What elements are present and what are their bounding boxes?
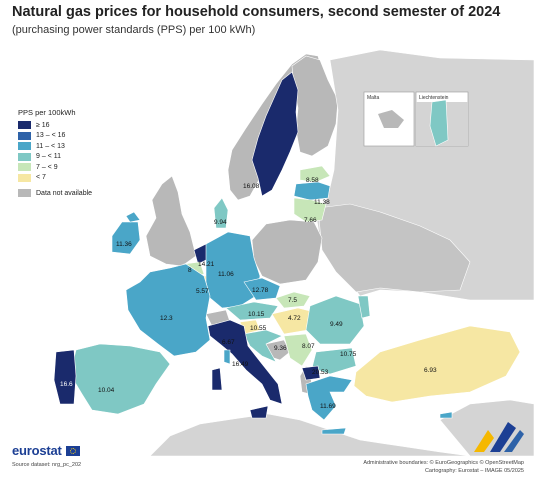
- credit-cartography: Cartography: Eurostat – IMAGE 05/2025: [424, 468, 524, 474]
- label-italy: 16.49: [232, 361, 249, 368]
- region-sicily: [249, 405, 269, 419]
- label-denmark: 9.94: [214, 219, 227, 226]
- inset-liechtenstein-label: Liechtenstein: [419, 95, 449, 101]
- credit-boundaries: Administrative boundaries: © EuroGeograp…: [363, 460, 524, 466]
- region-corsica: [223, 349, 231, 365]
- label-slovenia: 6.67: [222, 339, 235, 346]
- region-austria: [225, 301, 279, 321]
- label-austria: 10.15: [248, 311, 265, 318]
- label-sweden: 16.08: [243, 183, 260, 190]
- label-spain: 10.04: [98, 387, 115, 394]
- legend-swatch: [18, 142, 31, 151]
- inset-malta: Malta: [363, 91, 415, 147]
- region-moldova: [357, 295, 371, 319]
- map-title: Natural gas prices for household consume…: [12, 4, 501, 20]
- region-cyprus: [439, 411, 453, 419]
- region-middle-east: [439, 399, 534, 456]
- region-germany: [205, 231, 261, 309]
- label-netherlands: 14.21: [198, 261, 215, 268]
- label-germany: 11.06: [218, 271, 234, 278]
- legend-label: ≥ 16: [36, 121, 50, 129]
- map-subtitle: (purchasing power standards (PPS) per 10…: [12, 24, 256, 36]
- region-poland: [251, 219, 323, 285]
- region-croatia: [243, 329, 283, 363]
- region-denmark: [213, 197, 229, 229]
- legend-swatch: [18, 131, 31, 140]
- legend-label: < 7: [36, 174, 46, 182]
- region-greece: [305, 375, 353, 421]
- region-northern-ireland: [125, 211, 141, 223]
- legend-item-na: Data not available: [18, 188, 92, 199]
- label-slovakia: 7.5: [288, 297, 297, 304]
- legend-label: 9 – < 11: [36, 153, 61, 161]
- region-finland: [291, 55, 339, 157]
- label-lithuania-low: 7.66: [304, 217, 317, 224]
- legend-label: 13 – < 16: [36, 132, 66, 140]
- label-lithuania: 11.38: [314, 199, 330, 206]
- region-crete: [321, 427, 347, 435]
- region-turkey: [353, 325, 521, 403]
- inset-malta-label: Malta: [367, 95, 379, 101]
- legend-item: 7 – < 9: [18, 162, 92, 173]
- legend-label: Data not available: [36, 189, 93, 197]
- legend-item: 9 – < 11: [18, 152, 92, 163]
- region-north-africa: [149, 413, 471, 456]
- source-text: Source dataset: nrg_pc_202: [12, 462, 82, 468]
- label-latvia: 8.58: [306, 177, 319, 184]
- label-turkey: 6.93: [424, 367, 437, 374]
- legend-title: PPS per 100kWh: [18, 108, 76, 117]
- region-lithuania: [293, 197, 327, 223]
- region-spain: [69, 343, 171, 415]
- map-svg: Malta Liechtenstein 16.08 8.58 11.38 7.6…: [0, 38, 534, 456]
- eu-flag-icon: [66, 446, 80, 456]
- label-romania: 9.49: [330, 321, 343, 328]
- legend-item: 13 – < 16: [18, 131, 92, 142]
- europe-map: Malta Liechtenstein 16.08 8.58 11.38 7.6…: [0, 38, 534, 456]
- region-portugal: [53, 349, 77, 405]
- credits: Administrative boundaries: © EuroGeograp…: [363, 459, 524, 475]
- legend-label: 11 – < 13: [36, 142, 65, 150]
- region-ireland: [111, 221, 141, 255]
- region-sweden: [251, 71, 299, 197]
- region-estonia: [299, 165, 331, 183]
- label-france: 12.3: [160, 315, 173, 322]
- label-serbia: 8.07: [302, 343, 315, 350]
- region-romania: [305, 295, 365, 345]
- inset-liechtenstein: Liechtenstein: [415, 91, 469, 147]
- legend-swatch: [18, 173, 31, 182]
- region-czechia: [243, 277, 281, 301]
- label-belgium: 8: [188, 267, 192, 274]
- label-croatia: 9.36: [274, 345, 287, 352]
- label-bulgaria: 10.75: [340, 351, 357, 358]
- label-luxembourg: 5.57: [196, 288, 209, 295]
- map-legend: PPS per 100kWh ≥ 16 13 – < 16 11 – < 13 …: [18, 108, 92, 199]
- label-portugal: 16.6: [60, 381, 73, 388]
- region-latvia: [293, 181, 331, 201]
- region-bulgaria: [311, 347, 357, 375]
- legend-label: 7 – < 9: [36, 163, 58, 171]
- label-ireland: 11.36: [116, 241, 132, 248]
- region-serbia: [283, 333, 313, 367]
- legend-swatch: [18, 189, 31, 198]
- legend-swatch: [18, 152, 31, 161]
- label-czechia: 12.78: [252, 287, 269, 294]
- region-sardinia: [211, 367, 223, 391]
- region-france: [125, 263, 211, 357]
- eurostat-brand-mark-icon: [474, 422, 524, 452]
- region-belarus-ukraine: [317, 203, 471, 293]
- label-greece: 11.69: [320, 403, 336, 410]
- legend-swatch: [18, 121, 31, 130]
- label-hungary: 4.72: [288, 315, 301, 322]
- legend-item: < 7: [18, 173, 92, 184]
- label-switzerland: 10.55: [250, 325, 267, 332]
- region-north-macedonia: [301, 365, 321, 381]
- legend-item: 11 – < 13: [18, 141, 92, 152]
- eurostat-logo: eurostat: [12, 443, 62, 458]
- legend-swatch: [18, 163, 31, 172]
- legend-item: ≥ 16: [18, 120, 92, 131]
- label-north-macedonia: 20.53: [312, 369, 329, 376]
- region-slovakia: [275, 291, 311, 309]
- region-italy: [207, 319, 283, 405]
